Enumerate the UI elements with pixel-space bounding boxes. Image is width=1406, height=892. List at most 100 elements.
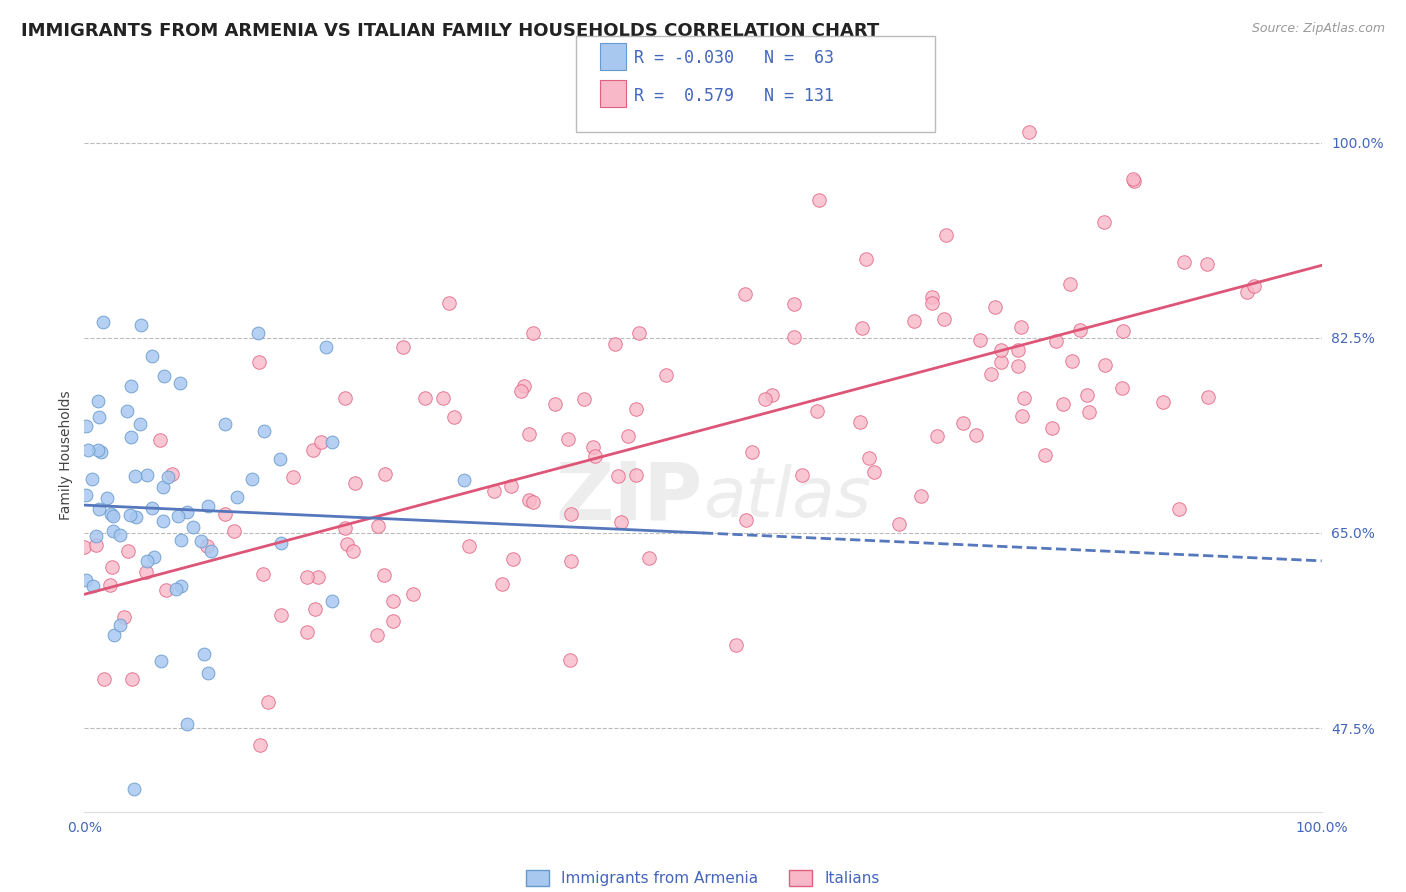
Point — [638, 551, 661, 566]
Point — [1123, 173, 1146, 187]
Point — [93, 672, 115, 686]
Point — [87, 501, 110, 516]
Point — [110, 528, 132, 542]
Point — [336, 537, 359, 551]
Point — [1076, 388, 1098, 402]
Text: IMMIGRANTS FROM ARMENIA VS ITALIAN FAMILY HOUSEHOLDS CORRELATION CHART: IMMIGRANTS FROM ARMENIA VS ITALIAN FAMIL… — [21, 22, 879, 40]
Point — [558, 652, 581, 666]
Point — [624, 401, 647, 416]
Point — [863, 465, 886, 479]
Point — [195, 540, 218, 554]
Point — [335, 521, 357, 535]
Point — [925, 428, 948, 442]
Point — [82, 579, 104, 593]
Point — [249, 738, 271, 752]
Point — [557, 432, 579, 446]
Point — [921, 290, 943, 304]
Point — [321, 594, 343, 608]
Point — [128, 417, 150, 431]
Point — [1007, 359, 1029, 373]
Point — [453, 474, 475, 488]
Point — [969, 333, 991, 347]
Point — [582, 440, 605, 454]
Point — [373, 567, 395, 582]
Point — [73, 541, 96, 555]
Point — [522, 326, 544, 340]
Point — [197, 665, 219, 680]
Point — [344, 476, 367, 491]
Point — [1077, 405, 1099, 419]
Point — [627, 326, 650, 340]
Point — [381, 594, 404, 608]
Point — [1243, 279, 1265, 293]
Point — [281, 469, 304, 483]
Point — [125, 510, 148, 524]
Point — [401, 587, 423, 601]
Point — [152, 480, 174, 494]
Point — [176, 505, 198, 519]
Point — [792, 467, 814, 482]
Point — [253, 424, 276, 438]
Point — [522, 495, 544, 509]
Point — [333, 391, 356, 405]
Point — [1168, 501, 1191, 516]
Point — [1014, 392, 1036, 406]
Point — [887, 516, 910, 531]
Point — [1094, 358, 1116, 372]
Point — [782, 330, 804, 344]
Point — [98, 577, 121, 591]
Point — [149, 433, 172, 447]
Point — [165, 582, 187, 597]
Point — [443, 410, 465, 425]
Point — [75, 488, 97, 502]
Point — [89, 409, 111, 424]
Point — [321, 435, 343, 450]
Point — [160, 467, 183, 481]
Point — [1007, 343, 1029, 357]
Point — [624, 468, 647, 483]
Point — [96, 491, 118, 505]
Point — [366, 628, 388, 642]
Point — [1069, 323, 1091, 337]
Y-axis label: Family Households: Family Households — [59, 390, 73, 520]
Point — [75, 418, 97, 433]
Point — [190, 533, 212, 548]
Point — [761, 387, 783, 401]
Point — [1018, 124, 1040, 138]
Point — [120, 430, 142, 444]
Point — [783, 297, 806, 311]
Point — [415, 391, 437, 405]
Point — [252, 567, 274, 582]
Point — [583, 449, 606, 463]
Point — [855, 252, 877, 267]
Point — [108, 618, 131, 632]
Point — [980, 368, 1002, 382]
Legend: Immigrants from Armenia, Italians: Immigrants from Armenia, Italians — [526, 871, 880, 886]
Point — [935, 228, 957, 243]
Point — [903, 314, 925, 328]
Point — [1094, 215, 1116, 229]
Point — [309, 435, 332, 450]
Point — [247, 355, 270, 369]
Point — [806, 403, 828, 417]
Point — [491, 576, 513, 591]
Point — [952, 417, 974, 431]
Point — [141, 349, 163, 363]
Point — [1011, 409, 1033, 424]
Point — [149, 654, 172, 668]
Point — [143, 549, 166, 564]
Point — [1033, 448, 1056, 462]
Point — [381, 614, 404, 628]
Text: R =  0.579   N = 131: R = 0.579 N = 131 — [634, 87, 834, 104]
Point — [603, 336, 626, 351]
Point — [157, 469, 180, 483]
Point — [1173, 255, 1195, 269]
Point — [124, 782, 146, 797]
Point — [117, 544, 139, 558]
Point — [607, 468, 630, 483]
Point — [200, 544, 222, 558]
Point — [91, 315, 114, 329]
Point — [129, 318, 152, 333]
Text: ZIP: ZIP — [555, 458, 703, 537]
Point — [1059, 277, 1081, 291]
